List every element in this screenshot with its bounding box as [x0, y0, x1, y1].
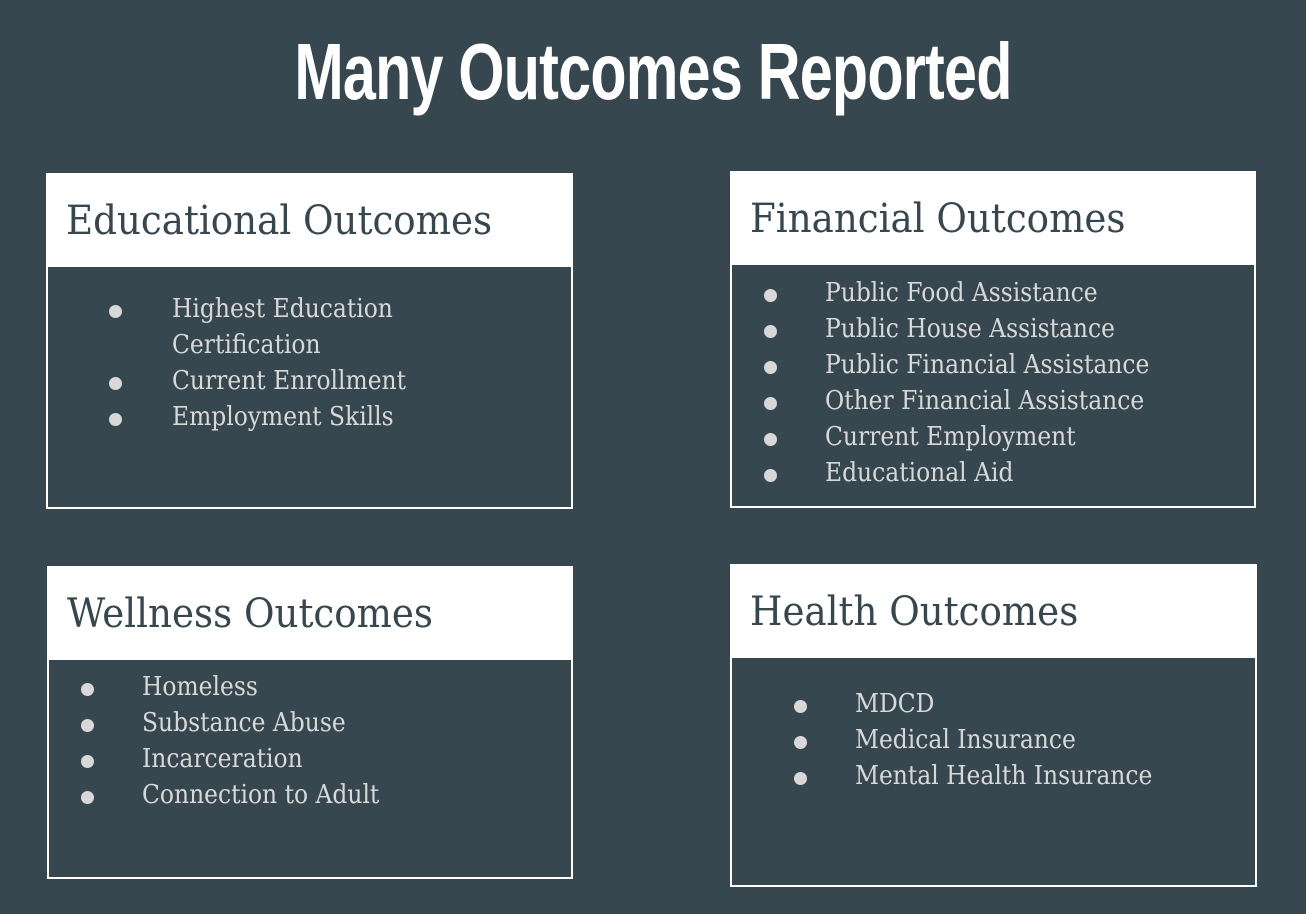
list-item: Mental Health Insurance: [794, 758, 1245, 794]
bullet-icon: [764, 289, 777, 302]
list-item: Public Financial Assistance: [764, 347, 1245, 383]
bullet-icon: [794, 772, 807, 785]
bullet-icon: [764, 469, 777, 482]
wellness-outcomes-card: Wellness Outcomes Homeless Substance Abu…: [47, 566, 573, 879]
list-item: Public Food Assistance: [764, 275, 1245, 311]
bullet-icon: [81, 791, 94, 804]
bullet-icon: [81, 719, 94, 732]
list-item: Connection to Adult: [81, 777, 562, 813]
list-item: Current Employment: [764, 419, 1245, 455]
list-item: Highest Education Certification: [109, 291, 472, 363]
bullet-icon: [764, 433, 777, 446]
list-item: Other Financial Assistance: [764, 383, 1245, 419]
bullet-icon: [109, 377, 122, 390]
list-item: Public House Assistance: [764, 311, 1245, 347]
list-item: Homeless: [81, 669, 562, 705]
list-item: Educational Aid: [764, 455, 1245, 491]
card-header: Health Outcomes: [732, 566, 1255, 658]
health-outcomes-card: Health Outcomes MDCD Medical Insurance M…: [730, 564, 1257, 887]
card-title: Wellness Outcomes: [67, 591, 434, 637]
list-item: Current Enrollment: [109, 363, 472, 399]
card-title: Financial Outcomes: [750, 196, 1126, 242]
outcome-list: Public Food Assistance Public House Assi…: [764, 275, 1245, 491]
bullet-icon: [109, 305, 122, 318]
list-item: Employment Skills: [109, 399, 472, 435]
slide-title: Many Outcomes Reported: [294, 27, 1012, 116]
card-header: Educational Outcomes: [48, 175, 571, 267]
list-item: Medical Insurance: [794, 722, 1245, 758]
card-header: Wellness Outcomes: [49, 568, 571, 660]
list-item: Incarceration: [81, 741, 562, 777]
educational-outcomes-card: Educational Outcomes Highest Education C…: [46, 173, 573, 509]
bullet-icon: [81, 683, 94, 696]
bullet-icon: [794, 736, 807, 749]
list-item: Substance Abuse: [81, 705, 562, 741]
bullet-icon: [794, 700, 807, 713]
bullet-icon: [764, 361, 777, 374]
outcome-list: Homeless Substance Abuse Incarceration C…: [81, 669, 562, 813]
bullet-icon: [764, 397, 777, 410]
card-header: Financial Outcomes: [732, 173, 1254, 265]
bullet-icon: [81, 755, 94, 768]
bullet-icon: [764, 325, 777, 338]
outcome-list: Highest Education Certification Current …: [109, 291, 472, 435]
bullet-icon: [109, 413, 122, 426]
card-title: Health Outcomes: [750, 589, 1079, 635]
financial-outcomes-card: Financial Outcomes Public Food Assistanc…: [730, 171, 1256, 508]
list-item: MDCD: [794, 686, 1245, 722]
outcome-list: MDCD Medical Insurance Mental Health Ins…: [794, 686, 1245, 794]
card-title: Educational Outcomes: [66, 198, 493, 244]
